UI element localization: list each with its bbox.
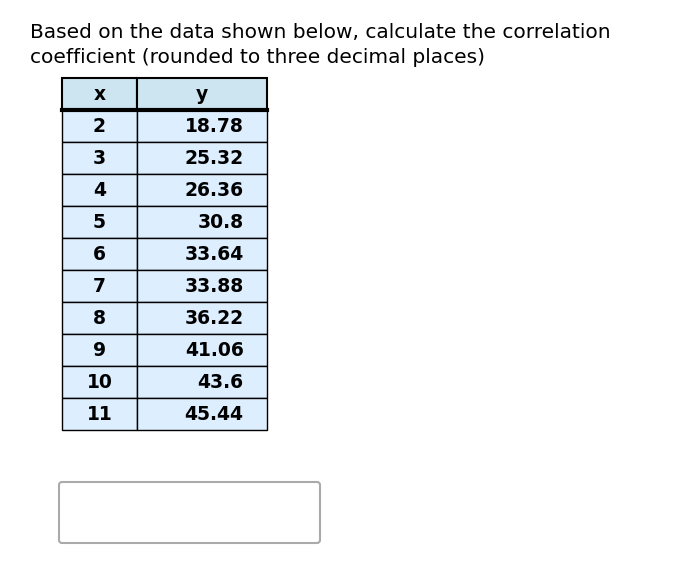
Bar: [137, 334, 267, 366]
Text: coefficient (rounded to three decimal places): coefficient (rounded to three decimal pl…: [30, 48, 485, 67]
Text: 18.78: 18.78: [185, 116, 244, 136]
Text: Based on the data shown below, calculate the correlation: Based on the data shown below, calculate…: [30, 23, 610, 42]
Bar: [137, 238, 267, 270]
Text: 7: 7: [93, 277, 106, 295]
Bar: [62, 142, 137, 174]
Bar: [62, 238, 137, 270]
Bar: [137, 206, 267, 238]
Bar: [62, 110, 137, 142]
Text: 4: 4: [93, 181, 106, 199]
Text: 30.8: 30.8: [197, 212, 244, 232]
Bar: [62, 206, 137, 238]
Text: y: y: [196, 85, 208, 103]
Bar: [62, 174, 137, 206]
Bar: [137, 142, 267, 174]
Text: 33.64: 33.64: [184, 244, 244, 264]
Text: 3: 3: [93, 148, 106, 168]
Bar: [62, 78, 137, 110]
Text: 45.44: 45.44: [185, 404, 244, 424]
Bar: [62, 398, 137, 430]
Text: 43.6: 43.6: [197, 373, 244, 391]
Text: x: x: [93, 85, 106, 103]
Bar: [137, 302, 267, 334]
Bar: [137, 110, 267, 142]
Text: 11: 11: [87, 404, 113, 424]
Text: 9: 9: [93, 340, 106, 360]
Text: 5: 5: [93, 212, 106, 232]
Text: 6: 6: [93, 244, 106, 264]
Text: 2: 2: [93, 116, 106, 136]
Bar: [137, 270, 267, 302]
Bar: [137, 174, 267, 206]
Bar: [62, 366, 137, 398]
Bar: [62, 302, 137, 334]
Bar: [137, 366, 267, 398]
Text: 26.36: 26.36: [185, 181, 244, 199]
Text: 25.32: 25.32: [185, 148, 244, 168]
Bar: [137, 78, 267, 110]
Text: 10: 10: [87, 373, 113, 391]
FancyBboxPatch shape: [59, 482, 320, 543]
Text: 41.06: 41.06: [185, 340, 244, 360]
Text: 36.22: 36.22: [185, 308, 244, 328]
Bar: [62, 334, 137, 366]
Bar: [62, 270, 137, 302]
Text: 33.88: 33.88: [184, 277, 244, 295]
Text: 8: 8: [93, 308, 106, 328]
Bar: [137, 398, 267, 430]
